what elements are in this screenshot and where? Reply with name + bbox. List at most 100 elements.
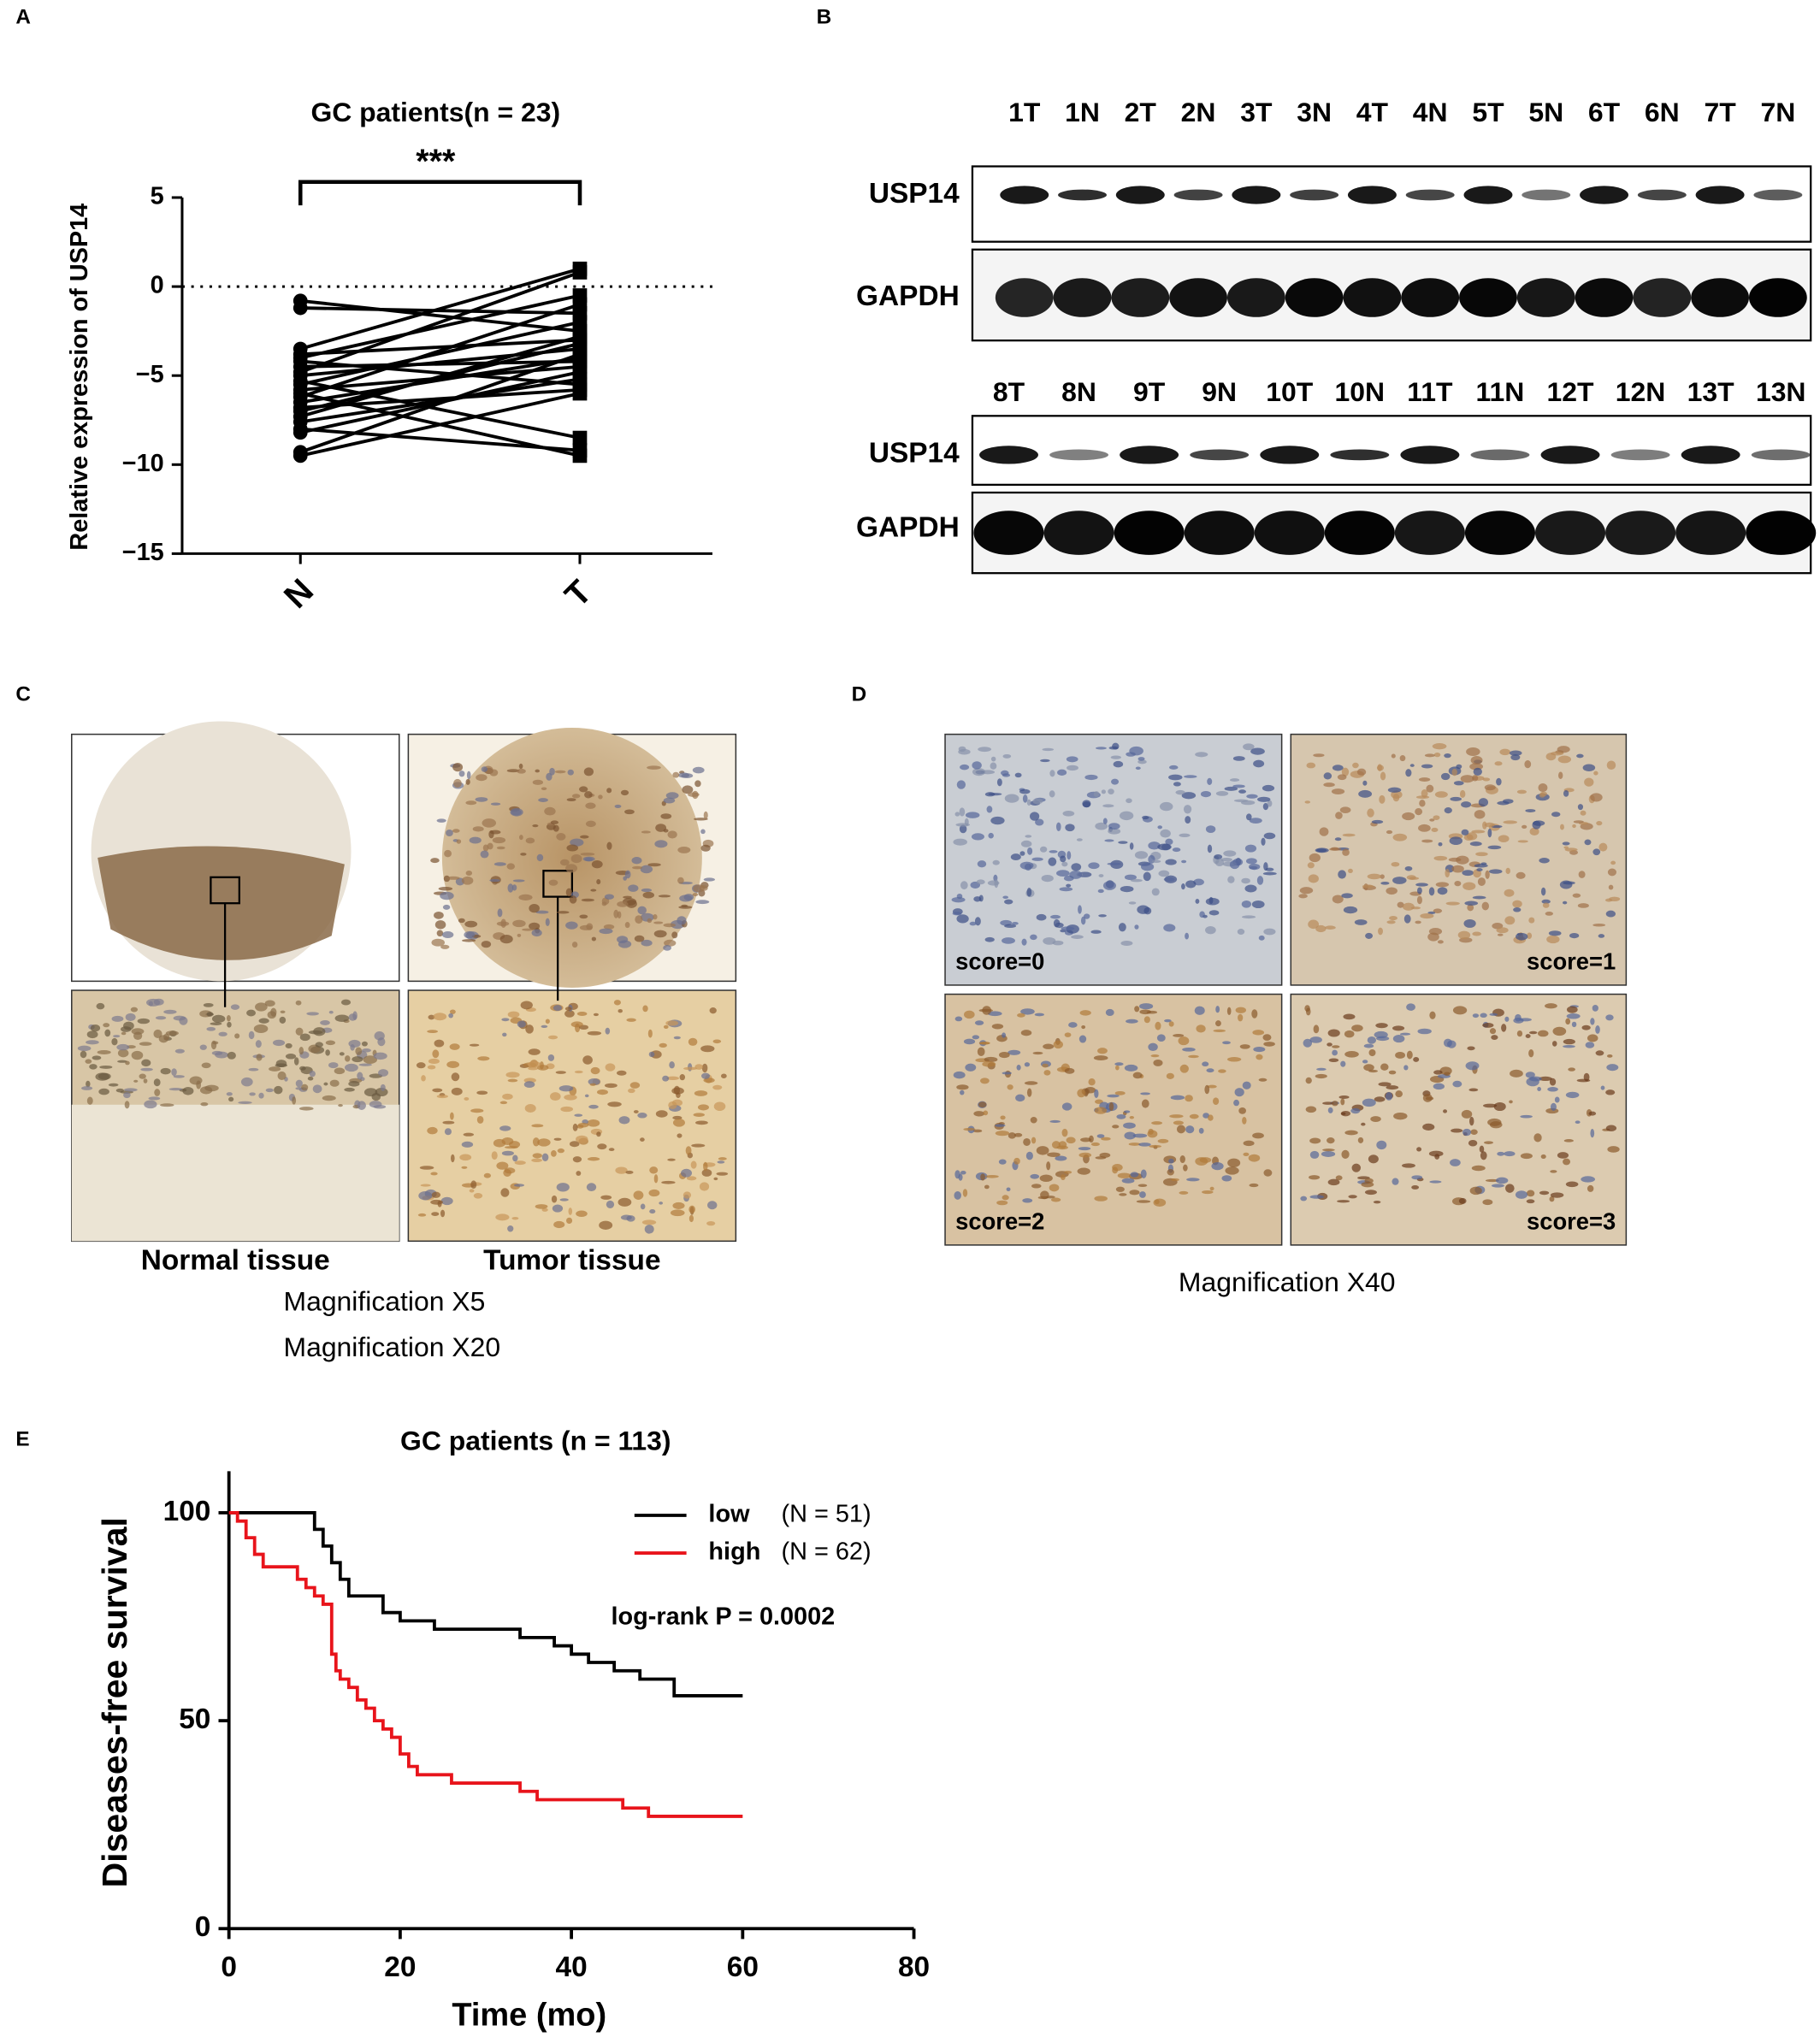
cell: [1238, 1107, 1246, 1114]
cell: [1516, 1030, 1523, 1037]
cell: [139, 1073, 146, 1079]
legend-label: high: [708, 1538, 760, 1566]
cell: [1120, 940, 1133, 946]
cell: [1454, 881, 1462, 887]
cell: [1571, 1021, 1577, 1028]
cell: [1437, 940, 1444, 944]
lane-label: 2T: [1125, 97, 1157, 127]
cell: [298, 1047, 304, 1055]
cell: [1569, 932, 1580, 939]
cell: [978, 1008, 993, 1013]
cell: [1148, 841, 1161, 850]
cell: [1525, 1034, 1531, 1039]
cell: [267, 1011, 276, 1019]
cell: [1386, 830, 1393, 835]
cell: [1022, 1198, 1033, 1203]
cell: [505, 1072, 520, 1078]
cell: [599, 928, 613, 935]
cell: [598, 794, 603, 800]
cell: [433, 1013, 447, 1021]
cell: [196, 1080, 202, 1089]
cell: [1155, 1021, 1161, 1030]
cell: [1019, 788, 1031, 794]
cell: [1496, 927, 1509, 934]
cell: [659, 1042, 667, 1048]
cell: [700, 829, 706, 835]
cell: [1466, 832, 1478, 841]
cell: [1595, 1050, 1604, 1056]
cell: [1546, 935, 1560, 944]
cell: [552, 824, 559, 832]
cell: [541, 1207, 548, 1212]
cell: [564, 1007, 572, 1011]
cell: [1115, 1065, 1120, 1071]
cell: [86, 1080, 91, 1088]
cell: [529, 922, 541, 930]
cell: [963, 1127, 976, 1131]
cell: [980, 1173, 985, 1181]
cell: [1002, 1195, 1009, 1201]
cell: [1375, 1023, 1388, 1029]
cell: [1130, 1172, 1139, 1178]
cell: [1444, 753, 1451, 759]
cell: [545, 1019, 550, 1024]
cell: [655, 1110, 668, 1118]
cell: [465, 778, 470, 785]
cell: [1438, 842, 1443, 847]
blot-frame: [971, 415, 1812, 486]
tissue-texture: [951, 742, 1621, 1207]
cell: [1095, 747, 1107, 750]
cell: [1185, 1095, 1193, 1102]
cell: [974, 1020, 984, 1025]
cell: [1533, 1133, 1542, 1143]
panel-letter: B: [817, 6, 832, 29]
cell: [1195, 752, 1208, 758]
cell: [697, 1104, 709, 1111]
cell: [1515, 1190, 1528, 1199]
cell: [988, 832, 994, 839]
cell: [1452, 1006, 1468, 1015]
cell: [1019, 861, 1034, 870]
cell: [344, 1063, 358, 1072]
cell: [1047, 1152, 1061, 1157]
cell: [1362, 780, 1368, 786]
cell: [1088, 1078, 1096, 1086]
cell: [1111, 778, 1120, 785]
cell: [108, 1083, 119, 1087]
cell: [1451, 865, 1464, 873]
cell: [1184, 775, 1197, 778]
cell: [1252, 1030, 1265, 1036]
cell: [1160, 829, 1171, 838]
cell: [585, 802, 596, 809]
cell: [1138, 757, 1145, 761]
cell: [1404, 865, 1413, 871]
cell: [1315, 847, 1329, 853]
cell: [1522, 824, 1528, 829]
cell: [495, 1213, 510, 1221]
cell: [1249, 818, 1262, 824]
cell: [580, 835, 589, 839]
cell: [512, 919, 526, 928]
cell: [1222, 1041, 1231, 1045]
cell: [713, 1177, 718, 1181]
cell: [958, 746, 966, 753]
ihc-score-panel: [944, 733, 1628, 1246]
cell: [1494, 761, 1503, 766]
cell: [556, 833, 566, 841]
cell: [1098, 914, 1107, 918]
cell: [1225, 1166, 1239, 1175]
blot-band: [1575, 278, 1634, 317]
cell: [1014, 772, 1022, 778]
cell: [1368, 1048, 1376, 1057]
cell: [1440, 772, 1451, 781]
cell: [1030, 934, 1037, 941]
cell: [523, 1081, 535, 1089]
cell: [1084, 913, 1090, 919]
cell: [1338, 1095, 1350, 1099]
cell: [1256, 1054, 1263, 1060]
cell: [649, 1209, 656, 1214]
cell: [665, 1020, 679, 1026]
cell: [1368, 1154, 1379, 1164]
cell: [986, 806, 993, 813]
cell: [1418, 777, 1431, 782]
